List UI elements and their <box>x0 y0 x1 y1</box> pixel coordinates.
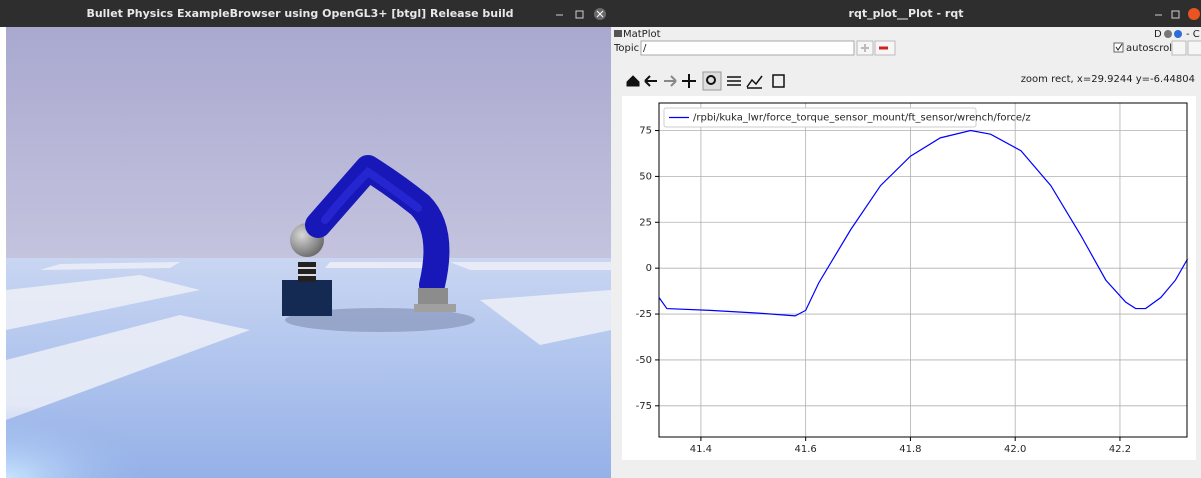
sim-window: Bullet Physics ExampleBrowser using Open… <box>0 0 611 478</box>
add-icon <box>861 44 869 52</box>
y-tick-label: -50 <box>636 355 652 366</box>
configure-button[interactable] <box>727 76 741 86</box>
title-bar <box>0 0 611 27</box>
help-icon[interactable] <box>1174 30 1182 38</box>
y-tick-label: -25 <box>636 309 652 320</box>
autoscroll-label: autoscroll <box>1126 43 1175 54</box>
x-tick-label: 41.8 <box>899 444 921 455</box>
zoom-icon <box>706 75 716 85</box>
window-controls[interactable] <box>556 8 606 20</box>
status-text: zoom rect, x=29.9244 y=-6.44804 <box>1021 74 1195 85</box>
back-button[interactable] <box>644 75 657 87</box>
y-tick-label: 0 <box>646 263 652 274</box>
plugin-title: MatPlot <box>623 29 661 40</box>
save-button[interactable] <box>772 74 785 88</box>
forward-button[interactable] <box>664 75 677 87</box>
dock-close[interactable]: - C <box>1186 29 1200 40</box>
topic-label: Topic <box>613 43 639 54</box>
plot: 41.4 41.6 41.8 42.0 42.2 75 50 25 0 -25 -50 -75/rpb… <box>636 102 1189 455</box>
topic-value: / <box>643 43 647 54</box>
topic-input[interactable] <box>640 40 855 56</box>
pause-button[interactable] <box>1171 40 1187 56</box>
robot <box>282 155 475 332</box>
x-tick-label: 41.4 <box>690 444 712 455</box>
light <box>6 330 306 478</box>
home-button[interactable] <box>626 75 640 87</box>
y-tick-label: -75 <box>636 401 652 412</box>
title-bar <box>611 0 1201 27</box>
toolbar <box>626 71 785 91</box>
plugin-icon <box>614 30 622 37</box>
pan-button[interactable] <box>682 74 696 88</box>
legend-label: /rpbi/kuka_lwr/force_torque_sensor_mount… <box>693 113 1031 124</box>
legend <box>663 107 977 128</box>
window-title: Bullet Physics ExampleBrowser using Open… <box>86 7 513 20</box>
x-tick-label: 42.0 <box>1004 444 1026 455</box>
x-tick-label: 41.6 <box>795 444 817 455</box>
y-tick-label: 75 <box>639 126 652 137</box>
y-tick-label: 25 <box>639 217 652 228</box>
dock-label: D <box>1154 29 1162 40</box>
data-line <box>658 129 1189 317</box>
autoscroll-checkbox[interactable] <box>1113 42 1124 53</box>
check-mark <box>1115 43 1123 51</box>
y-tick-label: 50 <box>639 171 652 182</box>
window-controls[interactable] <box>1155 8 1200 20</box>
window-title: rqt_plot__Plot - rqt <box>849 7 964 20</box>
x-tick-label: 42.2 <box>1109 444 1131 455</box>
dock-icon[interactable] <box>1164 30 1172 38</box>
clear-button[interactable] <box>1187 40 1201 56</box>
zoom-button[interactable] <box>702 71 722 91</box>
plot-frame <box>658 102 1188 438</box>
plot-area <box>659 103 1187 437</box>
axes-button[interactable] <box>746 75 763 89</box>
